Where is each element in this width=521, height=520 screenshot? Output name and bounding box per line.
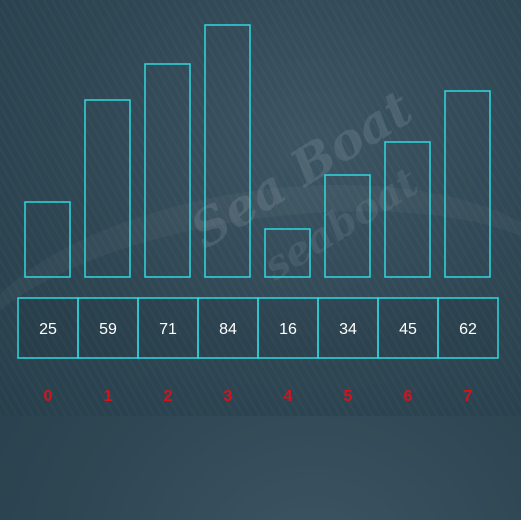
array-cell-7 — [437, 297, 499, 359]
value-label-6: 45 — [399, 321, 417, 338]
index-label-5: 5 — [344, 388, 353, 405]
array-cell-0 — [17, 297, 79, 359]
value-label-5: 34 — [339, 321, 357, 338]
bar-6 — [384, 141, 431, 278]
index-label-6: 6 — [404, 388, 413, 405]
array-cell-2 — [137, 297, 199, 359]
bar-7 — [444, 90, 491, 278]
array-cell-3 — [197, 297, 259, 359]
value-label-0: 25 — [39, 321, 57, 338]
index-label-1: 1 — [104, 388, 113, 405]
value-label-2: 71 — [159, 321, 177, 338]
index-label-2: 2 — [164, 388, 173, 405]
index-label-group: 0 1 2 3 4 5 6 7 — [44, 388, 473, 405]
array-cell-5 — [317, 297, 379, 359]
bar-3 — [204, 24, 251, 278]
bar-2 — [144, 63, 191, 278]
value-cell-group: 25 59 71 84 16 34 45 62 — [17, 297, 499, 359]
bar-5 — [324, 174, 371, 278]
value-label-4: 16 — [279, 321, 297, 338]
value-label-7: 62 — [459, 321, 477, 338]
index-label-3: 3 — [224, 388, 233, 405]
index-label-7: 7 — [464, 388, 473, 405]
array-cell-1 — [77, 297, 139, 359]
array-cell-4 — [257, 297, 319, 359]
value-label-1: 59 — [99, 321, 117, 338]
bar-group — [24, 24, 491, 278]
index-label-4: 4 — [284, 388, 293, 405]
index-label-0: 0 — [44, 388, 53, 405]
bar-0 — [24, 201, 71, 278]
bar-1 — [84, 99, 131, 278]
value-label-3: 84 — [219, 321, 237, 338]
bar-4 — [264, 228, 311, 278]
